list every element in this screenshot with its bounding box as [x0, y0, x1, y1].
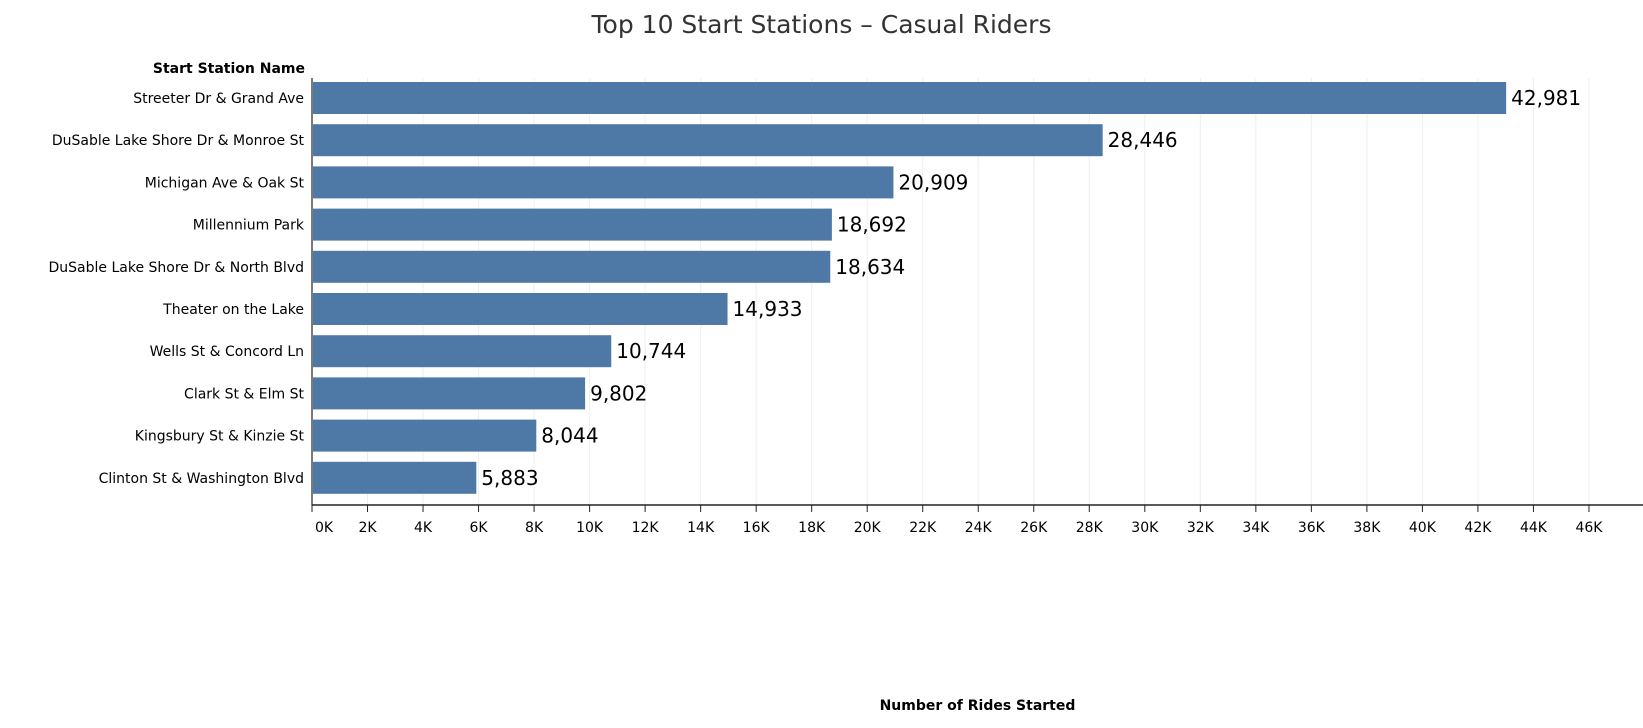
bar — [313, 82, 1507, 114]
x-tick-label: 22K — [909, 520, 937, 536]
category-label: DuSable Lake Shore Dr & North Blvd — [49, 260, 304, 276]
x-axis: 0K 2K 4K 6K 8K 10K 12K 14K 16K 18K 20K 22K 24K 26K 28K… — [311, 78, 1643, 536]
data-label: 20,909 — [898, 170, 968, 194]
category-label: Streeter Dr & Grand Ave — [133, 91, 304, 107]
data-label: 9,802 — [590, 381, 647, 405]
x-tick-label: 34K — [1242, 520, 1270, 536]
x-axis-title: Number of Rides Started — [879, 698, 1076, 714]
x-tick-label: 10K — [576, 520, 604, 536]
x-tick-label: 20K — [854, 520, 882, 536]
chart-title: Top 10 Start Stations – Casual Riders — [591, 10, 1052, 39]
bar — [313, 335, 612, 368]
x-tick-label: 26K — [1020, 520, 1048, 536]
x-tick-label: 18K — [798, 520, 826, 536]
x-tick-label: 4K — [414, 520, 433, 536]
bar — [313, 166, 894, 199]
data-label: 42,981 — [1511, 86, 1581, 110]
bars: Streeter Dr & Grand Ave 42,981 DuSable Lak… — [49, 82, 1581, 494]
category-label: Kingsbury St & Kinzie St — [135, 429, 305, 445]
category-label: Clinton St & Washington Blvd — [99, 471, 304, 487]
category-label: Millennium Park — [193, 218, 305, 234]
data-label: 18,634 — [835, 255, 905, 279]
category-label: Clark St & Elm St — [184, 386, 304, 402]
x-tick-label: 12K — [632, 520, 660, 536]
x-tick-label: 40K — [1409, 520, 1437, 536]
bar — [313, 250, 831, 283]
bar — [313, 124, 1103, 157]
row-axis-header: Start Station Name — [152, 61, 305, 77]
data-label: 18,692 — [837, 213, 907, 237]
data-label: 5,883 — [481, 466, 538, 490]
data-label: 28,446 — [1108, 128, 1178, 152]
data-label: 14,933 — [733, 297, 803, 321]
x-tick-label: 0K — [315, 520, 334, 536]
x-tick-label: 24K — [965, 520, 993, 536]
category-label: DuSable Lake Shore Dr & Monroe St — [52, 133, 305, 149]
x-tick-label: 30K — [1131, 520, 1159, 536]
x-tick-label: 38K — [1353, 520, 1381, 536]
bar — [313, 461, 477, 494]
bar — [313, 419, 537, 452]
x-tick-label: 8K — [525, 520, 544, 536]
x-tick-label: 28K — [1076, 520, 1104, 536]
x-tick-label: 2K — [358, 520, 377, 536]
bar — [313, 293, 728, 325]
x-tick-label: 42K — [1464, 520, 1492, 536]
x-tick-label: 46K — [1575, 520, 1603, 536]
x-tick-label: 32K — [1187, 520, 1215, 536]
x-tick-label: 16K — [743, 520, 771, 536]
data-label: 8,044 — [541, 424, 598, 448]
x-tick-label: 6K — [470, 520, 489, 536]
x-tick-label: 14K — [687, 520, 715, 536]
category-label: Wells St & Concord Ln — [150, 344, 304, 360]
bar — [313, 377, 586, 410]
bar — [313, 208, 832, 241]
x-tick-label: 36K — [1298, 520, 1326, 536]
data-label: 10,744 — [616, 339, 686, 363]
x-tick-label: 44K — [1520, 520, 1548, 536]
category-label: Michigan Ave & Oak St — [145, 175, 305, 191]
category-label: Theater on the Lake — [162, 302, 304, 318]
